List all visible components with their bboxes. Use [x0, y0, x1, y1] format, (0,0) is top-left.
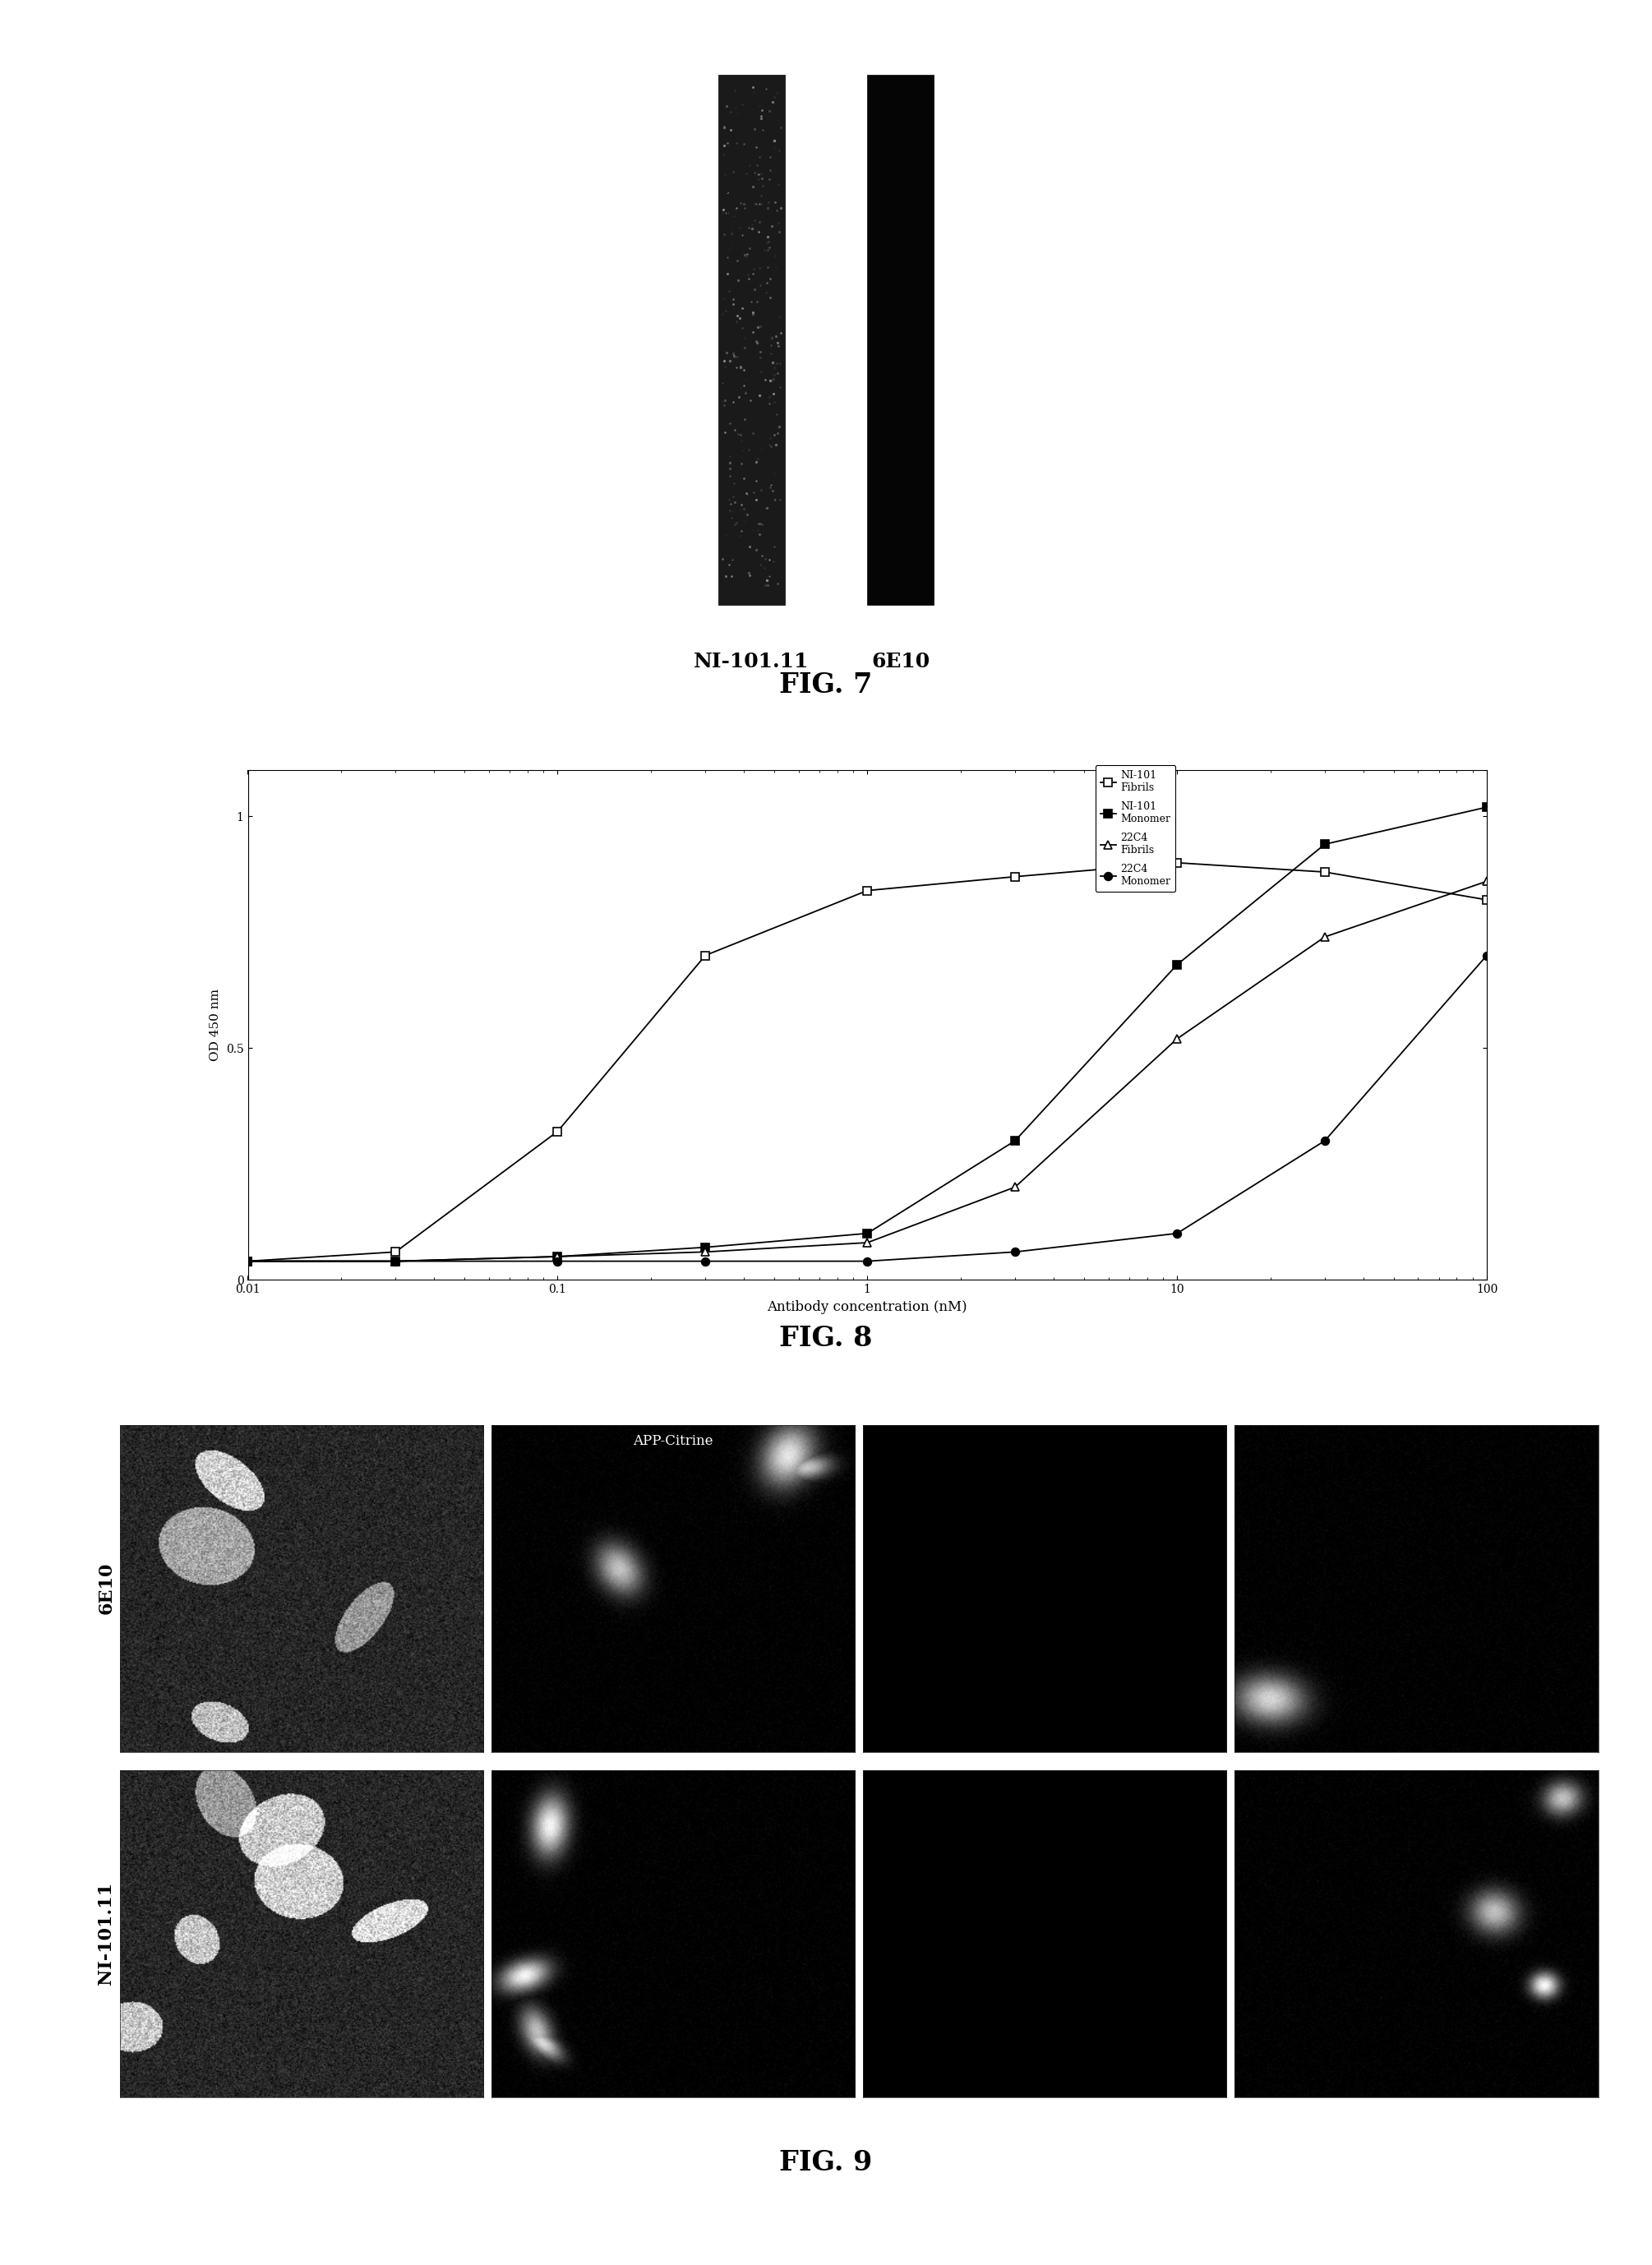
- 22C4
Monomer: [1166, 1221, 1186, 1248]
- Y-axis label: OD 450 nm: OD 450 nm: [210, 990, 221, 1060]
- 22C4
Fibrils: [695, 1239, 715, 1266]
- 22C4
Fibrils: [385, 1248, 405, 1275]
- 22C4
Monomer: [238, 1248, 258, 1275]
- 22C4
Fibrils: [1477, 867, 1497, 895]
- Text: FIG. 8: FIG. 8: [780, 1325, 872, 1352]
- Text: 6E10: 6E10: [871, 652, 930, 673]
- Y-axis label: 6E10: 6E10: [97, 1563, 116, 1615]
- 22C4
Fibrils: [547, 1243, 568, 1271]
- Line: NI-101
Monomer: NI-101 Monomer: [244, 804, 1490, 1266]
- Text: NI-101.11: NI-101.11: [694, 652, 809, 673]
- X-axis label: Antibody concentration (nM): Antibody concentration (nM): [767, 1300, 968, 1314]
- Text: FIG. 7: FIG. 7: [780, 673, 872, 698]
- NI-101
Monomer: [1004, 1128, 1024, 1155]
- NI-101
Monomer: [857, 1221, 877, 1248]
- Text: APP-Citrine: APP-Citrine: [633, 1434, 714, 1450]
- Line: 22C4
Fibrils: 22C4 Fibrils: [244, 877, 1490, 1266]
- 22C4
Monomer: [1315, 1128, 1335, 1155]
- 22C4
Monomer: [1477, 942, 1497, 969]
- NI-101
Monomer: [385, 1248, 405, 1275]
- 22C4
Fibrils: [1004, 1173, 1024, 1200]
- 22C4
Monomer: [857, 1248, 877, 1275]
- NI-101
Fibrils: [547, 1119, 568, 1146]
- NI-101
Monomer: [1315, 831, 1335, 858]
- 22C4
Monomer: [695, 1248, 715, 1275]
- Text: FIG. 9: FIG. 9: [780, 2149, 872, 2177]
- Y-axis label: NI-101.11: NI-101.11: [97, 1882, 116, 1984]
- 22C4
Monomer: [1004, 1239, 1024, 1266]
- NI-101
Monomer: [547, 1243, 568, 1271]
- NI-101
Monomer: [695, 1234, 715, 1262]
- Bar: [867, 75, 933, 605]
- NI-101
Fibrils: [695, 942, 715, 969]
- NI-101
Fibrils: [1315, 858, 1335, 886]
- Line: 22C4
Monomer: 22C4 Monomer: [244, 951, 1490, 1266]
- Bar: [719, 75, 785, 605]
- NI-101
Fibrils: [1004, 863, 1024, 890]
- 22C4
Fibrils: [1166, 1026, 1186, 1053]
- NI-101
Monomer: [238, 1248, 258, 1275]
- NI-101
Fibrils: [1166, 849, 1186, 877]
- 22C4
Fibrils: [857, 1230, 877, 1257]
- NI-101
Fibrils: [1477, 886, 1497, 913]
- NI-101
Fibrils: [238, 1248, 258, 1275]
- NI-101
Monomer: [1477, 793, 1497, 820]
- NI-101
Fibrils: [857, 877, 877, 904]
- 22C4
Monomer: [385, 1248, 405, 1275]
- 22C4
Fibrils: [238, 1248, 258, 1275]
- NI-101
Fibrils: [385, 1239, 405, 1266]
- Line: NI-101
Fibrils: NI-101 Fibrils: [244, 858, 1490, 1266]
- NI-101
Monomer: [1166, 951, 1186, 978]
- 22C4
Fibrils: [1315, 924, 1335, 951]
- Legend: NI-101
Fibrils, NI-101
Monomer, 22C4
Fibrils, 22C4
Monomer: NI-101 Fibrils, NI-101 Monomer, 22C4 Fib…: [1095, 766, 1175, 892]
- 22C4
Monomer: [547, 1248, 568, 1275]
